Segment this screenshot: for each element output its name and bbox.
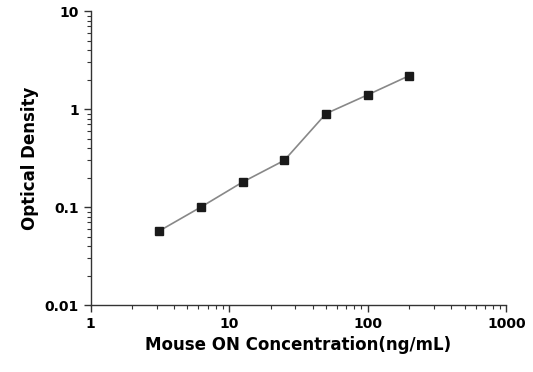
X-axis label: Mouse ON Concentration(ng/mL): Mouse ON Concentration(ng/mL): [146, 336, 451, 355]
Y-axis label: Optical Density: Optical Density: [21, 86, 39, 230]
